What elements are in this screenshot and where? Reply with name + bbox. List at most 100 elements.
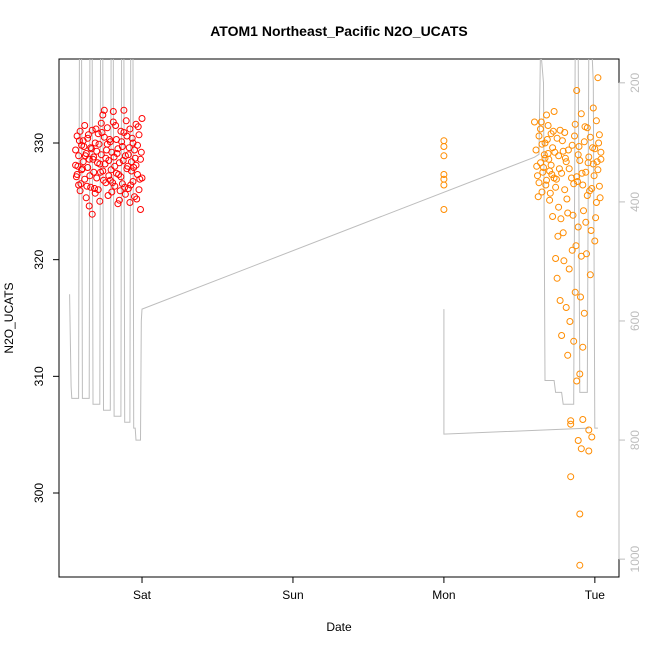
data-point [589,160,597,168]
y-axis: 300 310 320 330 [32,133,60,503]
data-point [88,126,96,134]
data-point [108,188,116,196]
secondary-y-tick-label: 1000 [628,545,642,572]
data-point [546,196,554,204]
data-point [595,139,603,147]
data-point [592,117,600,125]
data-point [131,193,138,201]
data-point [87,144,95,152]
x-axis-label: Date [326,620,352,634]
data-point [571,120,579,128]
data-point [551,148,559,156]
data-point [122,117,130,125]
data-point [99,111,107,119]
data-point [84,164,92,171]
data-point [107,166,115,174]
data-point [590,172,598,180]
data-point [559,147,567,155]
data-point [585,426,593,434]
data-point [104,192,112,199]
data-point [597,155,605,163]
data-point [553,274,561,282]
data-point [533,162,541,170]
data-point [565,165,573,173]
data-point [106,136,114,143]
data-point [132,120,140,128]
data-point [597,148,605,156]
data-point [105,157,113,164]
data-point [109,179,117,187]
data-point [549,127,557,135]
data-point [112,122,120,129]
data-point [586,133,594,141]
data-point [573,377,581,385]
data-point [134,141,141,149]
data-point [568,174,575,182]
data-point [534,193,542,201]
x-tick-label: Sun [282,588,303,602]
data-point [79,158,87,166]
data-point [591,237,599,245]
data-point [580,309,588,317]
data-point [561,186,569,194]
data-point [532,146,540,154]
data-point [91,185,98,192]
data-point [72,173,80,181]
data-point [552,183,560,191]
data-point [543,176,550,184]
data-point [127,181,135,189]
data-point [589,104,597,112]
data-point [78,166,86,174]
data-point [541,139,549,147]
data-point [570,337,578,345]
data-point [554,232,562,240]
data-point [596,194,604,202]
data-point [534,172,541,180]
data-point [556,297,564,304]
data-point [543,136,551,143]
y-tick-label: 310 [32,366,46,386]
data-point [549,213,557,220]
data-point [81,175,89,183]
data-point [569,211,577,219]
data-point [552,175,560,183]
data-point [535,132,543,140]
data-point [563,195,571,203]
data-point [116,187,124,195]
data-point [539,168,547,176]
data-point [578,169,586,177]
secondary-y-tick-label: 200 [628,72,642,92]
data-point [133,195,141,203]
data-point [115,171,123,178]
data-point [121,183,129,191]
data-point [115,196,123,204]
data-point [95,140,103,148]
data-point [128,134,136,142]
chart-title: ATOM1 Northeast_Pacific N2O_UCATS [210,23,468,39]
data-point [89,155,97,163]
data-point [137,206,144,213]
data-point [580,138,588,146]
data-point [106,176,114,184]
data-point [537,125,544,133]
data-point [547,161,555,169]
data-point [121,190,129,198]
data-point [582,218,590,226]
data-point [128,158,135,166]
data-point [109,108,117,115]
data-point [546,189,554,197]
data-point [124,185,132,192]
data-point [74,162,82,170]
data-point [131,154,139,162]
data-point [564,146,572,154]
data-point [80,143,88,150]
data-point [552,255,560,262]
data-point [562,304,570,311]
data-point [115,159,123,167]
data-point [137,155,144,163]
data-point [124,162,132,170]
data-point [111,162,119,170]
data-point [555,152,563,160]
data-point [84,131,92,139]
secondary-series-line [69,59,598,441]
